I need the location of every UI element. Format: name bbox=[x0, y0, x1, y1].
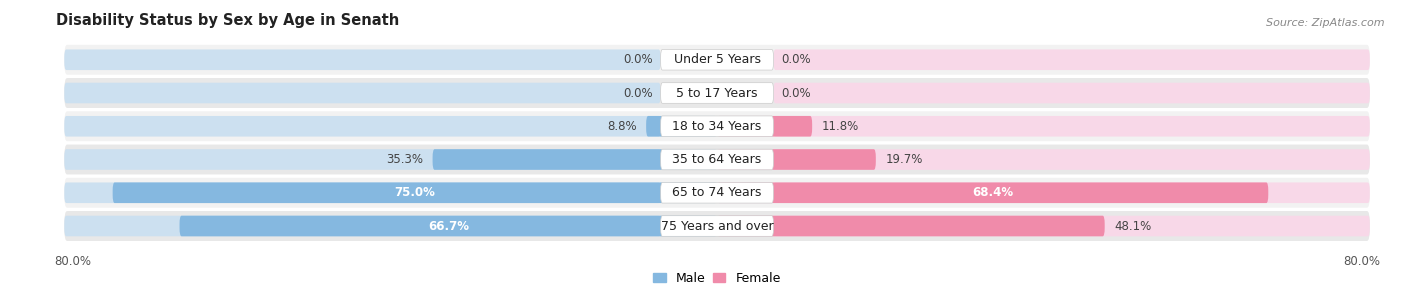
Text: 8.8%: 8.8% bbox=[607, 120, 637, 133]
FancyBboxPatch shape bbox=[661, 116, 773, 136]
FancyBboxPatch shape bbox=[65, 211, 1369, 241]
Text: Under 5 Years: Under 5 Years bbox=[673, 53, 761, 66]
Text: 18 to 34 Years: 18 to 34 Years bbox=[672, 120, 762, 133]
FancyBboxPatch shape bbox=[65, 116, 661, 136]
Text: Source: ZipAtlas.com: Source: ZipAtlas.com bbox=[1267, 18, 1385, 28]
FancyBboxPatch shape bbox=[433, 149, 717, 170]
FancyBboxPatch shape bbox=[717, 149, 876, 170]
FancyBboxPatch shape bbox=[661, 83, 773, 103]
Text: 48.1%: 48.1% bbox=[1115, 219, 1152, 233]
Legend: Male, Female: Male, Female bbox=[648, 267, 786, 290]
Text: 75.0%: 75.0% bbox=[395, 186, 436, 199]
Text: 0.0%: 0.0% bbox=[623, 87, 652, 99]
FancyBboxPatch shape bbox=[773, 116, 1369, 136]
Text: 0.0%: 0.0% bbox=[782, 87, 811, 99]
FancyBboxPatch shape bbox=[65, 144, 1369, 174]
Text: 65 to 74 Years: 65 to 74 Years bbox=[672, 186, 762, 199]
FancyBboxPatch shape bbox=[773, 182, 1369, 203]
FancyBboxPatch shape bbox=[661, 216, 773, 236]
FancyBboxPatch shape bbox=[65, 45, 1369, 75]
Text: 0.0%: 0.0% bbox=[623, 53, 652, 66]
FancyBboxPatch shape bbox=[661, 149, 773, 170]
FancyBboxPatch shape bbox=[717, 216, 1105, 236]
FancyBboxPatch shape bbox=[65, 78, 1369, 108]
Text: 75 Years and over: 75 Years and over bbox=[661, 219, 773, 233]
FancyBboxPatch shape bbox=[65, 182, 661, 203]
FancyBboxPatch shape bbox=[65, 149, 661, 170]
FancyBboxPatch shape bbox=[717, 116, 813, 136]
Text: 35 to 64 Years: 35 to 64 Years bbox=[672, 153, 762, 166]
FancyBboxPatch shape bbox=[65, 216, 661, 236]
Text: 0.0%: 0.0% bbox=[782, 53, 811, 66]
Text: 5 to 17 Years: 5 to 17 Years bbox=[676, 87, 758, 99]
FancyBboxPatch shape bbox=[180, 216, 717, 236]
Text: 68.4%: 68.4% bbox=[972, 186, 1014, 199]
FancyBboxPatch shape bbox=[65, 111, 1369, 141]
FancyBboxPatch shape bbox=[647, 116, 717, 136]
FancyBboxPatch shape bbox=[65, 50, 661, 70]
Text: 66.7%: 66.7% bbox=[427, 219, 468, 233]
FancyBboxPatch shape bbox=[773, 83, 1369, 103]
FancyBboxPatch shape bbox=[661, 182, 773, 203]
FancyBboxPatch shape bbox=[773, 149, 1369, 170]
FancyBboxPatch shape bbox=[773, 216, 1369, 236]
FancyBboxPatch shape bbox=[773, 50, 1369, 70]
FancyBboxPatch shape bbox=[661, 50, 773, 70]
Text: 19.7%: 19.7% bbox=[886, 153, 922, 166]
FancyBboxPatch shape bbox=[717, 182, 1268, 203]
FancyBboxPatch shape bbox=[65, 83, 661, 103]
Text: 35.3%: 35.3% bbox=[385, 153, 423, 166]
FancyBboxPatch shape bbox=[65, 178, 1369, 208]
FancyBboxPatch shape bbox=[112, 182, 717, 203]
Text: 11.8%: 11.8% bbox=[823, 120, 859, 133]
Text: Disability Status by Sex by Age in Senath: Disability Status by Sex by Age in Senat… bbox=[56, 13, 399, 28]
